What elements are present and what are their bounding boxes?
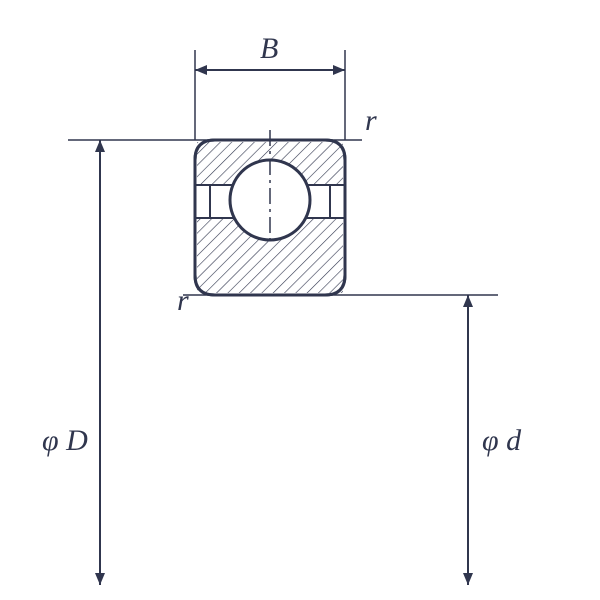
label-r-top: r: [365, 104, 377, 137]
label-r-bottom: r: [177, 284, 189, 317]
label-phid: φ d: [482, 424, 522, 457]
bearing-cross-section-diagram: Bφ D φ d r r: [0, 0, 600, 600]
label-phiD: φ D: [42, 424, 88, 457]
label-B: B: [260, 32, 278, 65]
